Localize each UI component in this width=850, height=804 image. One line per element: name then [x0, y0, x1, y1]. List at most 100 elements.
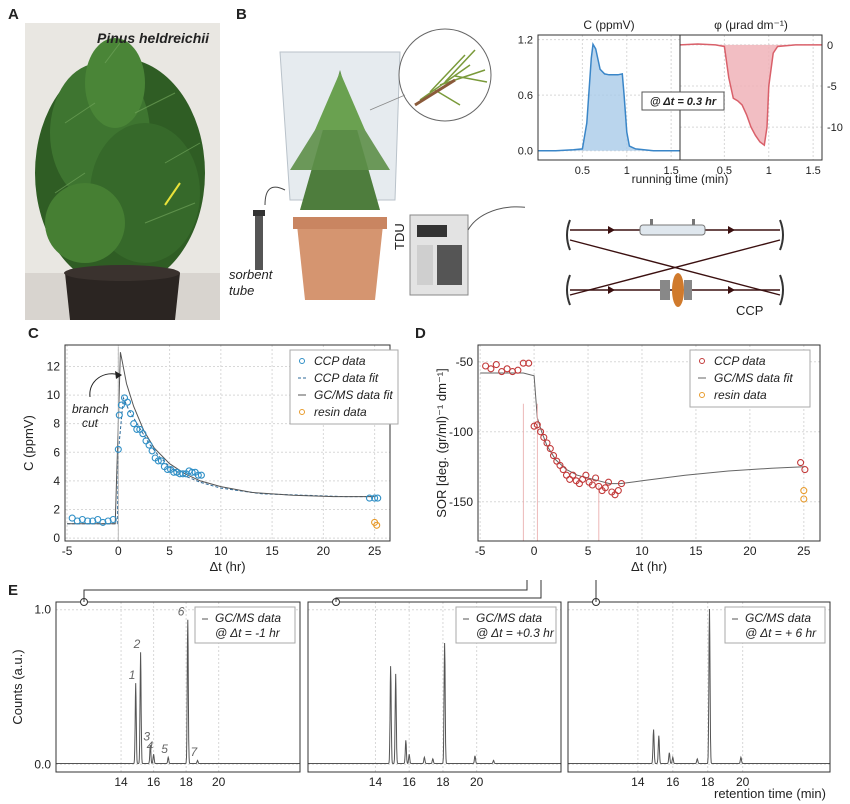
phi-inset-xtick: 1: [766, 165, 772, 177]
x-label: Δt (hr): [209, 559, 245, 574]
legend-label: GC/MS data: [215, 611, 281, 625]
c-inset-ytick: 0.6: [518, 90, 533, 102]
data-point: [127, 410, 135, 418]
legend-label: @ Δt = -1 hr: [215, 626, 281, 640]
legend-label: resin data: [314, 405, 367, 419]
x-tick: 25: [368, 544, 382, 558]
data-point: [194, 471, 202, 479]
peak-label: 1: [129, 668, 136, 682]
x-tick: 15: [265, 544, 279, 558]
x-tick: 16: [403, 775, 417, 789]
legend-marker: [299, 409, 305, 415]
data-point: [157, 457, 165, 465]
experimental-setup: [253, 28, 525, 300]
sorbent-label-2: tube: [229, 283, 255, 298]
data-point: [559, 466, 567, 474]
chromatogram-frame: [55, 601, 301, 773]
c-inset-title: C (ppmV): [583, 18, 634, 32]
x-tick: 16: [147, 775, 161, 789]
annotation-text: @ Δt = 0.3 hr: [650, 96, 717, 108]
data-point: [519, 359, 527, 367]
data-point: [373, 521, 381, 529]
data-point: [569, 471, 577, 479]
y-tick: -50: [456, 355, 474, 369]
data-point: [133, 425, 141, 433]
x-tick: 14: [114, 775, 128, 789]
branch-cut-label-1: branch: [72, 402, 109, 416]
data-point: [117, 401, 125, 409]
c-inset-line: [538, 42, 680, 152]
x-tick: 14: [369, 775, 383, 789]
legend-label: resin data: [714, 388, 767, 402]
data-point: [120, 394, 129, 402]
y-tick: -150: [449, 495, 473, 509]
y-label: SOR [deg. (gr/ml)⁻¹ dm⁻¹]: [434, 368, 449, 518]
peak-label: 3: [143, 730, 150, 744]
data-point: [197, 471, 205, 479]
x-tick: 16: [666, 775, 680, 789]
data-point: [68, 514, 76, 522]
chromatogram-line: [308, 642, 561, 764]
legend-label: @ Δt = +0.3 hr: [476, 626, 555, 640]
data-point: [154, 457, 162, 465]
data-point: [530, 422, 538, 430]
data-point: [801, 466, 809, 474]
chart-b-insets: 0.0 0.6 1.2 0.5 1 1.5 C (ppmV) 0 -5 -10 0.5 1 1.5 φ (…: [518, 18, 843, 185]
data-point: [588, 481, 596, 489]
data-point: [525, 359, 533, 367]
annotation-box: [641, 91, 725, 111]
legend-label: @ Δt = + 6 hr: [745, 626, 817, 640]
chromatogram-frame: [307, 601, 562, 773]
panel-label-b: B: [236, 6, 247, 23]
data-point: [800, 487, 808, 495]
peak-label: 7: [191, 745, 199, 759]
data-point: [130, 420, 138, 428]
x-tick: 15: [689, 544, 703, 558]
x-label: retention time (min): [714, 786, 826, 801]
y-tick: 8: [53, 417, 60, 431]
data-point: [374, 494, 382, 502]
plant-pot: [297, 225, 383, 300]
data-point: [604, 478, 613, 486]
branch-cut-arrow: [89, 373, 121, 398]
panel-label-a: A: [8, 6, 19, 23]
sorbent-label-1: sorbent: [229, 267, 273, 282]
data-point: [543, 439, 551, 447]
phi-inset-ytick: -5: [827, 81, 837, 93]
legend-box: [724, 606, 826, 644]
panel-label-d: D: [415, 325, 426, 342]
x-tick: 18: [701, 775, 715, 789]
legend-marker: [699, 358, 705, 364]
chromatogram-frame: [567, 601, 831, 773]
data-point: [546, 445, 554, 453]
ccp-label: CCP: [736, 303, 764, 318]
pine-photo: [25, 23, 220, 320]
panel-label-e: E: [8, 582, 19, 599]
connector-line: [83, 580, 528, 602]
x-tick: 20: [743, 544, 757, 558]
data-point: [365, 494, 374, 502]
phi-inset-area: [680, 44, 822, 146]
y-tick: 4: [53, 474, 60, 488]
data-point: [592, 474, 600, 482]
data-point: [84, 517, 92, 525]
x-label: Δt (hr): [631, 559, 667, 574]
y-tick: 0: [53, 531, 60, 545]
data-point: [109, 515, 117, 524]
peak-label: 6: [178, 605, 185, 619]
y-label: C (ppmV): [21, 415, 36, 471]
phi-inset-title: φ (μrad dm⁻¹): [714, 18, 788, 32]
x-tick: 0: [115, 544, 122, 558]
legend-label: GC/MS data: [745, 611, 811, 625]
data-point: [566, 475, 574, 483]
data-point: [582, 471, 590, 479]
phi-inset-xtick: 1.5: [805, 165, 820, 177]
ccp-cavity-diagram: [566, 219, 784, 307]
legend-label: GC/MS data fit: [714, 371, 793, 385]
c-inset-ytick: 1.2: [518, 35, 533, 47]
x-tick: 10: [635, 544, 649, 558]
legend-marker: [699, 392, 705, 398]
legend-box: [689, 349, 811, 408]
